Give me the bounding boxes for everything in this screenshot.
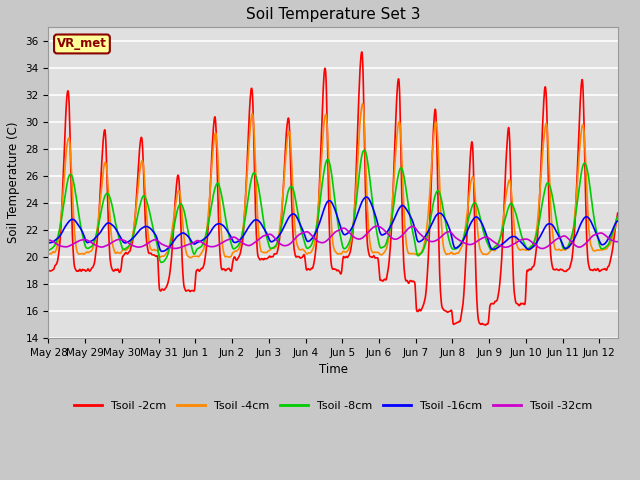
Tsoil -16cm <box>147 226 154 231</box>
Tsoil -8cm <box>261 225 269 231</box>
Tsoil -8cm <box>158 260 166 265</box>
Tsoil -32cm <box>539 246 547 252</box>
Tsoil -8cm <box>539 196 547 202</box>
Line: Tsoil -4cm: Tsoil -4cm <box>49 104 618 258</box>
Tsoil -16cm <box>476 217 484 223</box>
Tsoil -4cm <box>261 250 269 255</box>
Tsoil -8cm <box>476 214 484 219</box>
X-axis label: Time: Time <box>319 363 348 376</box>
Line: Tsoil -32cm: Tsoil -32cm <box>49 226 618 249</box>
Tsoil -4cm <box>147 246 154 252</box>
Tsoil -4cm <box>476 245 484 251</box>
Tsoil -4cm <box>359 101 367 107</box>
Tsoil -2cm <box>147 250 154 256</box>
Tsoil -16cm <box>209 225 217 231</box>
Tsoil -2cm <box>614 210 621 216</box>
Tsoil -16cm <box>158 249 166 254</box>
Tsoil -32cm <box>209 244 216 250</box>
Legend: Tsoil -2cm, Tsoil -4cm, Tsoil -8cm, Tsoil -16cm, Tsoil -32cm: Tsoil -2cm, Tsoil -4cm, Tsoil -8cm, Tsoi… <box>70 396 596 415</box>
Tsoil -16cm <box>363 194 371 200</box>
Tsoil -16cm <box>157 248 165 254</box>
Tsoil -32cm <box>45 237 52 243</box>
Tsoil -16cm <box>614 218 621 224</box>
Tsoil -4cm <box>614 216 621 221</box>
Tsoil -8cm <box>360 147 368 153</box>
Tsoil -4cm <box>157 253 165 259</box>
Tsoil -16cm <box>45 240 52 246</box>
Line: Tsoil -8cm: Tsoil -8cm <box>49 150 618 263</box>
Tsoil -8cm <box>147 215 154 220</box>
Tsoil -2cm <box>476 320 483 326</box>
Tsoil -16cm <box>261 227 269 233</box>
Line: Tsoil -16cm: Tsoil -16cm <box>49 197 618 252</box>
Tsoil -32cm <box>538 246 546 252</box>
Tsoil -32cm <box>373 223 381 229</box>
Tsoil -4cm <box>45 251 52 257</box>
Tsoil -2cm <box>358 49 365 55</box>
Tsoil -32cm <box>157 241 165 247</box>
Text: VR_met: VR_met <box>57 37 107 50</box>
Tsoil -2cm <box>260 255 268 261</box>
Tsoil -2cm <box>157 287 165 293</box>
Tsoil -32cm <box>476 237 483 242</box>
Tsoil -32cm <box>260 233 268 239</box>
Tsoil -16cm <box>539 228 547 234</box>
Tsoil -2cm <box>45 268 52 274</box>
Tsoil -8cm <box>157 260 165 265</box>
Tsoil -2cm <box>539 113 547 119</box>
Tsoil -8cm <box>45 248 52 253</box>
Line: Tsoil -2cm: Tsoil -2cm <box>49 52 618 325</box>
Tsoil -2cm <box>482 322 490 328</box>
Tsoil -4cm <box>209 147 217 153</box>
Tsoil -8cm <box>614 214 621 219</box>
Tsoil -8cm <box>209 193 217 199</box>
Tsoil -2cm <box>209 136 216 142</box>
Tsoil -32cm <box>614 239 621 245</box>
Tsoil -4cm <box>187 255 195 261</box>
Tsoil -32cm <box>147 239 154 244</box>
Y-axis label: Soil Temperature (C): Soil Temperature (C) <box>7 122 20 243</box>
Title: Soil Temperature Set 3: Soil Temperature Set 3 <box>246 7 420 22</box>
Tsoil -4cm <box>539 145 547 151</box>
